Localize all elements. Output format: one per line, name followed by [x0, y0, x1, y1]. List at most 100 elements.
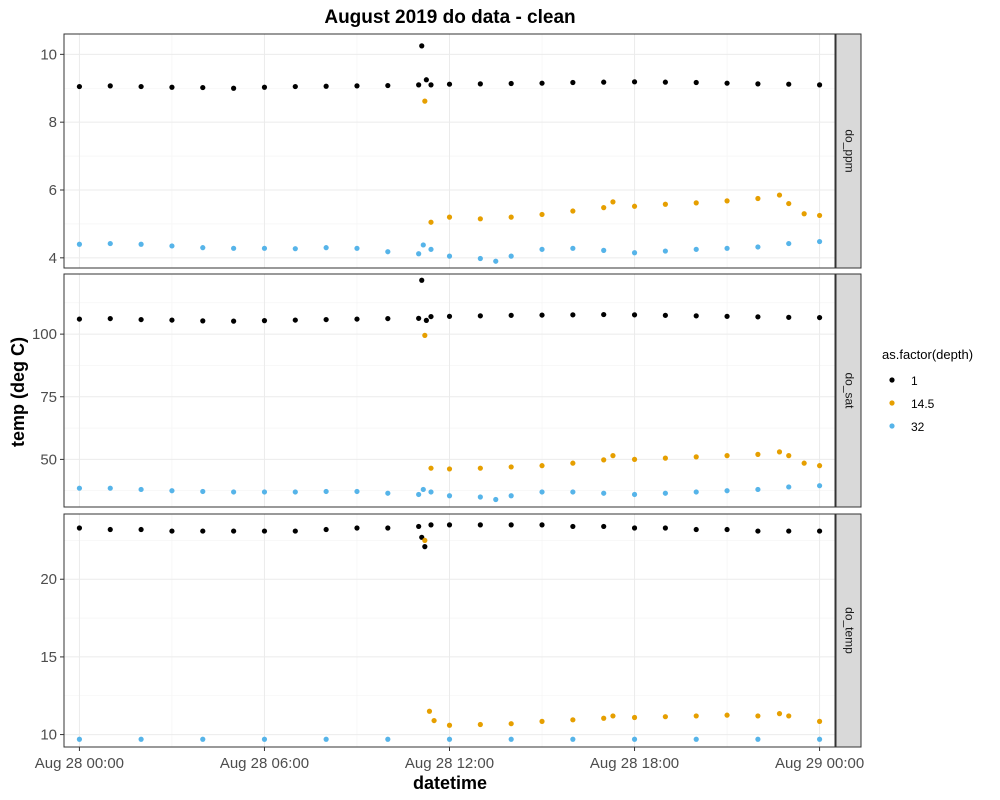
data-point — [570, 208, 576, 214]
data-point — [231, 489, 237, 495]
data-point — [786, 713, 792, 719]
data-point — [508, 253, 514, 259]
data-point — [724, 712, 730, 718]
data-point — [786, 453, 792, 459]
y-tick-label: 10 — [40, 727, 57, 744]
data-point — [631, 491, 638, 498]
data-point — [631, 714, 638, 721]
data-point — [755, 244, 761, 250]
data-point — [693, 736, 699, 742]
data-point — [570, 523, 576, 530]
series-1 — [76, 522, 823, 550]
data-point — [570, 245, 576, 251]
data-point — [539, 80, 545, 86]
data-point — [816, 528, 823, 534]
series-32 — [76, 736, 823, 742]
data-point — [416, 315, 422, 321]
data-point — [786, 314, 792, 320]
x-tick-label: Aug 28 06:00 — [220, 755, 309, 772]
data-point — [138, 736, 144, 742]
y-tick-label: 6 — [49, 182, 57, 199]
data-point — [610, 713, 616, 719]
data-point — [292, 83, 298, 90]
data-point — [423, 77, 429, 83]
data-point — [76, 241, 83, 247]
data-point — [261, 84, 268, 90]
data-point — [601, 457, 607, 463]
data-point — [755, 736, 761, 742]
data-point — [169, 84, 175, 90]
data-point — [786, 240, 792, 247]
x-tick-label: Aug 29 00:00 — [775, 755, 864, 772]
data-point — [508, 493, 514, 499]
data-point — [816, 463, 823, 469]
data-point — [422, 537, 428, 544]
data-point — [601, 205, 607, 211]
data-point — [354, 316, 360, 322]
y-tick-label: 50 — [40, 451, 57, 468]
data-point — [508, 214, 514, 220]
data-point — [261, 528, 268, 534]
data-point — [354, 245, 360, 251]
data-point — [107, 83, 113, 89]
data-point — [693, 454, 699, 460]
data-point — [539, 312, 545, 318]
data-point — [508, 522, 514, 528]
data-point — [323, 316, 329, 323]
data-point — [570, 79, 576, 86]
data-point — [420, 486, 426, 493]
data-point — [724, 526, 730, 533]
panel-border — [63, 33, 836, 269]
series-14.5 — [422, 537, 823, 728]
data-point — [323, 83, 329, 89]
data-point — [428, 313, 434, 320]
data-point — [169, 243, 175, 249]
strip-background — [835, 513, 862, 748]
data-point — [416, 491, 422, 498]
data-point — [631, 312, 638, 318]
data-point — [138, 316, 144, 323]
data-point — [631, 456, 638, 462]
data-point — [231, 528, 237, 534]
x-tick-label: Aug 28 00:00 — [35, 755, 124, 772]
data-point — [422, 544, 428, 550]
legend-label: 32 — [911, 420, 925, 434]
data-point — [493, 496, 499, 503]
data-point — [801, 460, 807, 466]
data-point — [477, 81, 483, 87]
data-point — [477, 255, 483, 262]
data-point — [416, 523, 422, 530]
data-point — [292, 489, 298, 495]
data-point — [200, 245, 206, 251]
data-point — [261, 245, 268, 251]
data-point — [539, 246, 545, 252]
facet-panels: 4 6 8 10 do_ppm 50 75 100 do_sat 10 15 20 do_temp Aug… — [32, 33, 864, 772]
data-point — [776, 711, 783, 717]
legend-key — [889, 423, 895, 429]
data-point — [816, 718, 823, 724]
data-point — [786, 528, 792, 534]
data-point — [446, 214, 453, 220]
data-point — [786, 484, 792, 490]
data-point — [76, 485, 83, 491]
series-32 — [76, 483, 823, 503]
data-point — [107, 315, 113, 322]
data-point — [755, 195, 761, 202]
data-point — [601, 79, 607, 85]
data-point — [508, 464, 514, 470]
data-point — [354, 83, 360, 89]
data-point — [662, 714, 668, 720]
data-point — [539, 522, 545, 528]
data-point — [292, 317, 298, 323]
data-point — [385, 249, 391, 255]
data-point — [138, 526, 144, 533]
data-point — [292, 246, 298, 252]
data-point — [419, 277, 425, 283]
data-point — [801, 211, 807, 217]
data-point — [385, 736, 391, 742]
data-point — [107, 240, 113, 247]
data-point — [422, 332, 428, 338]
data-point — [477, 313, 483, 319]
data-point — [231, 85, 237, 91]
